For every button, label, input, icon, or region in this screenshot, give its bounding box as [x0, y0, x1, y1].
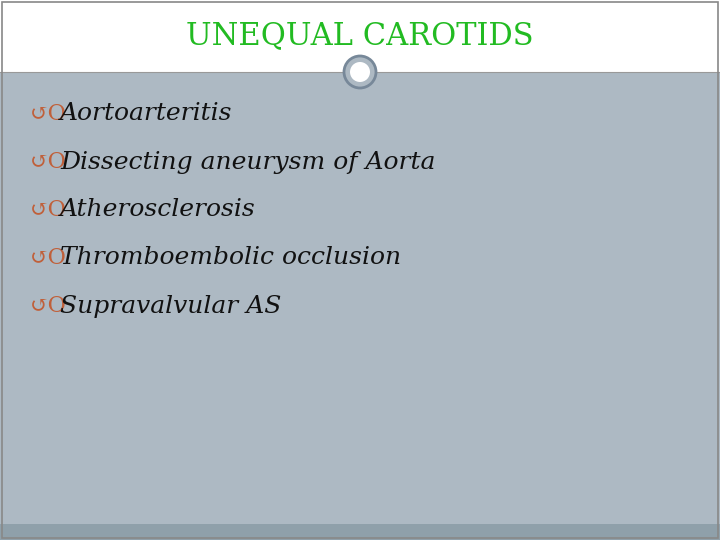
Text: ↺O: ↺O — [30, 247, 67, 269]
Circle shape — [344, 56, 376, 88]
Text: Thromboembolic occlusion: Thromboembolic occlusion — [60, 246, 401, 269]
Text: ↺O: ↺O — [30, 199, 67, 221]
Text: UNEQUAL CAROTIDS: UNEQUAL CAROTIDS — [186, 21, 534, 51]
Text: Supravalvular AS: Supravalvular AS — [60, 294, 282, 318]
Text: Atherosclerosis: Atherosclerosis — [60, 199, 256, 221]
Text: ↺O: ↺O — [30, 295, 67, 317]
Text: ↺O: ↺O — [30, 103, 67, 125]
Text: Dissecting aneurysm of Aorta: Dissecting aneurysm of Aorta — [60, 151, 436, 173]
FancyBboxPatch shape — [0, 524, 720, 540]
Text: Aortoarteritis: Aortoarteritis — [60, 103, 233, 125]
FancyBboxPatch shape — [0, 0, 720, 72]
Circle shape — [350, 62, 370, 82]
Text: ↺O: ↺O — [30, 151, 67, 173]
